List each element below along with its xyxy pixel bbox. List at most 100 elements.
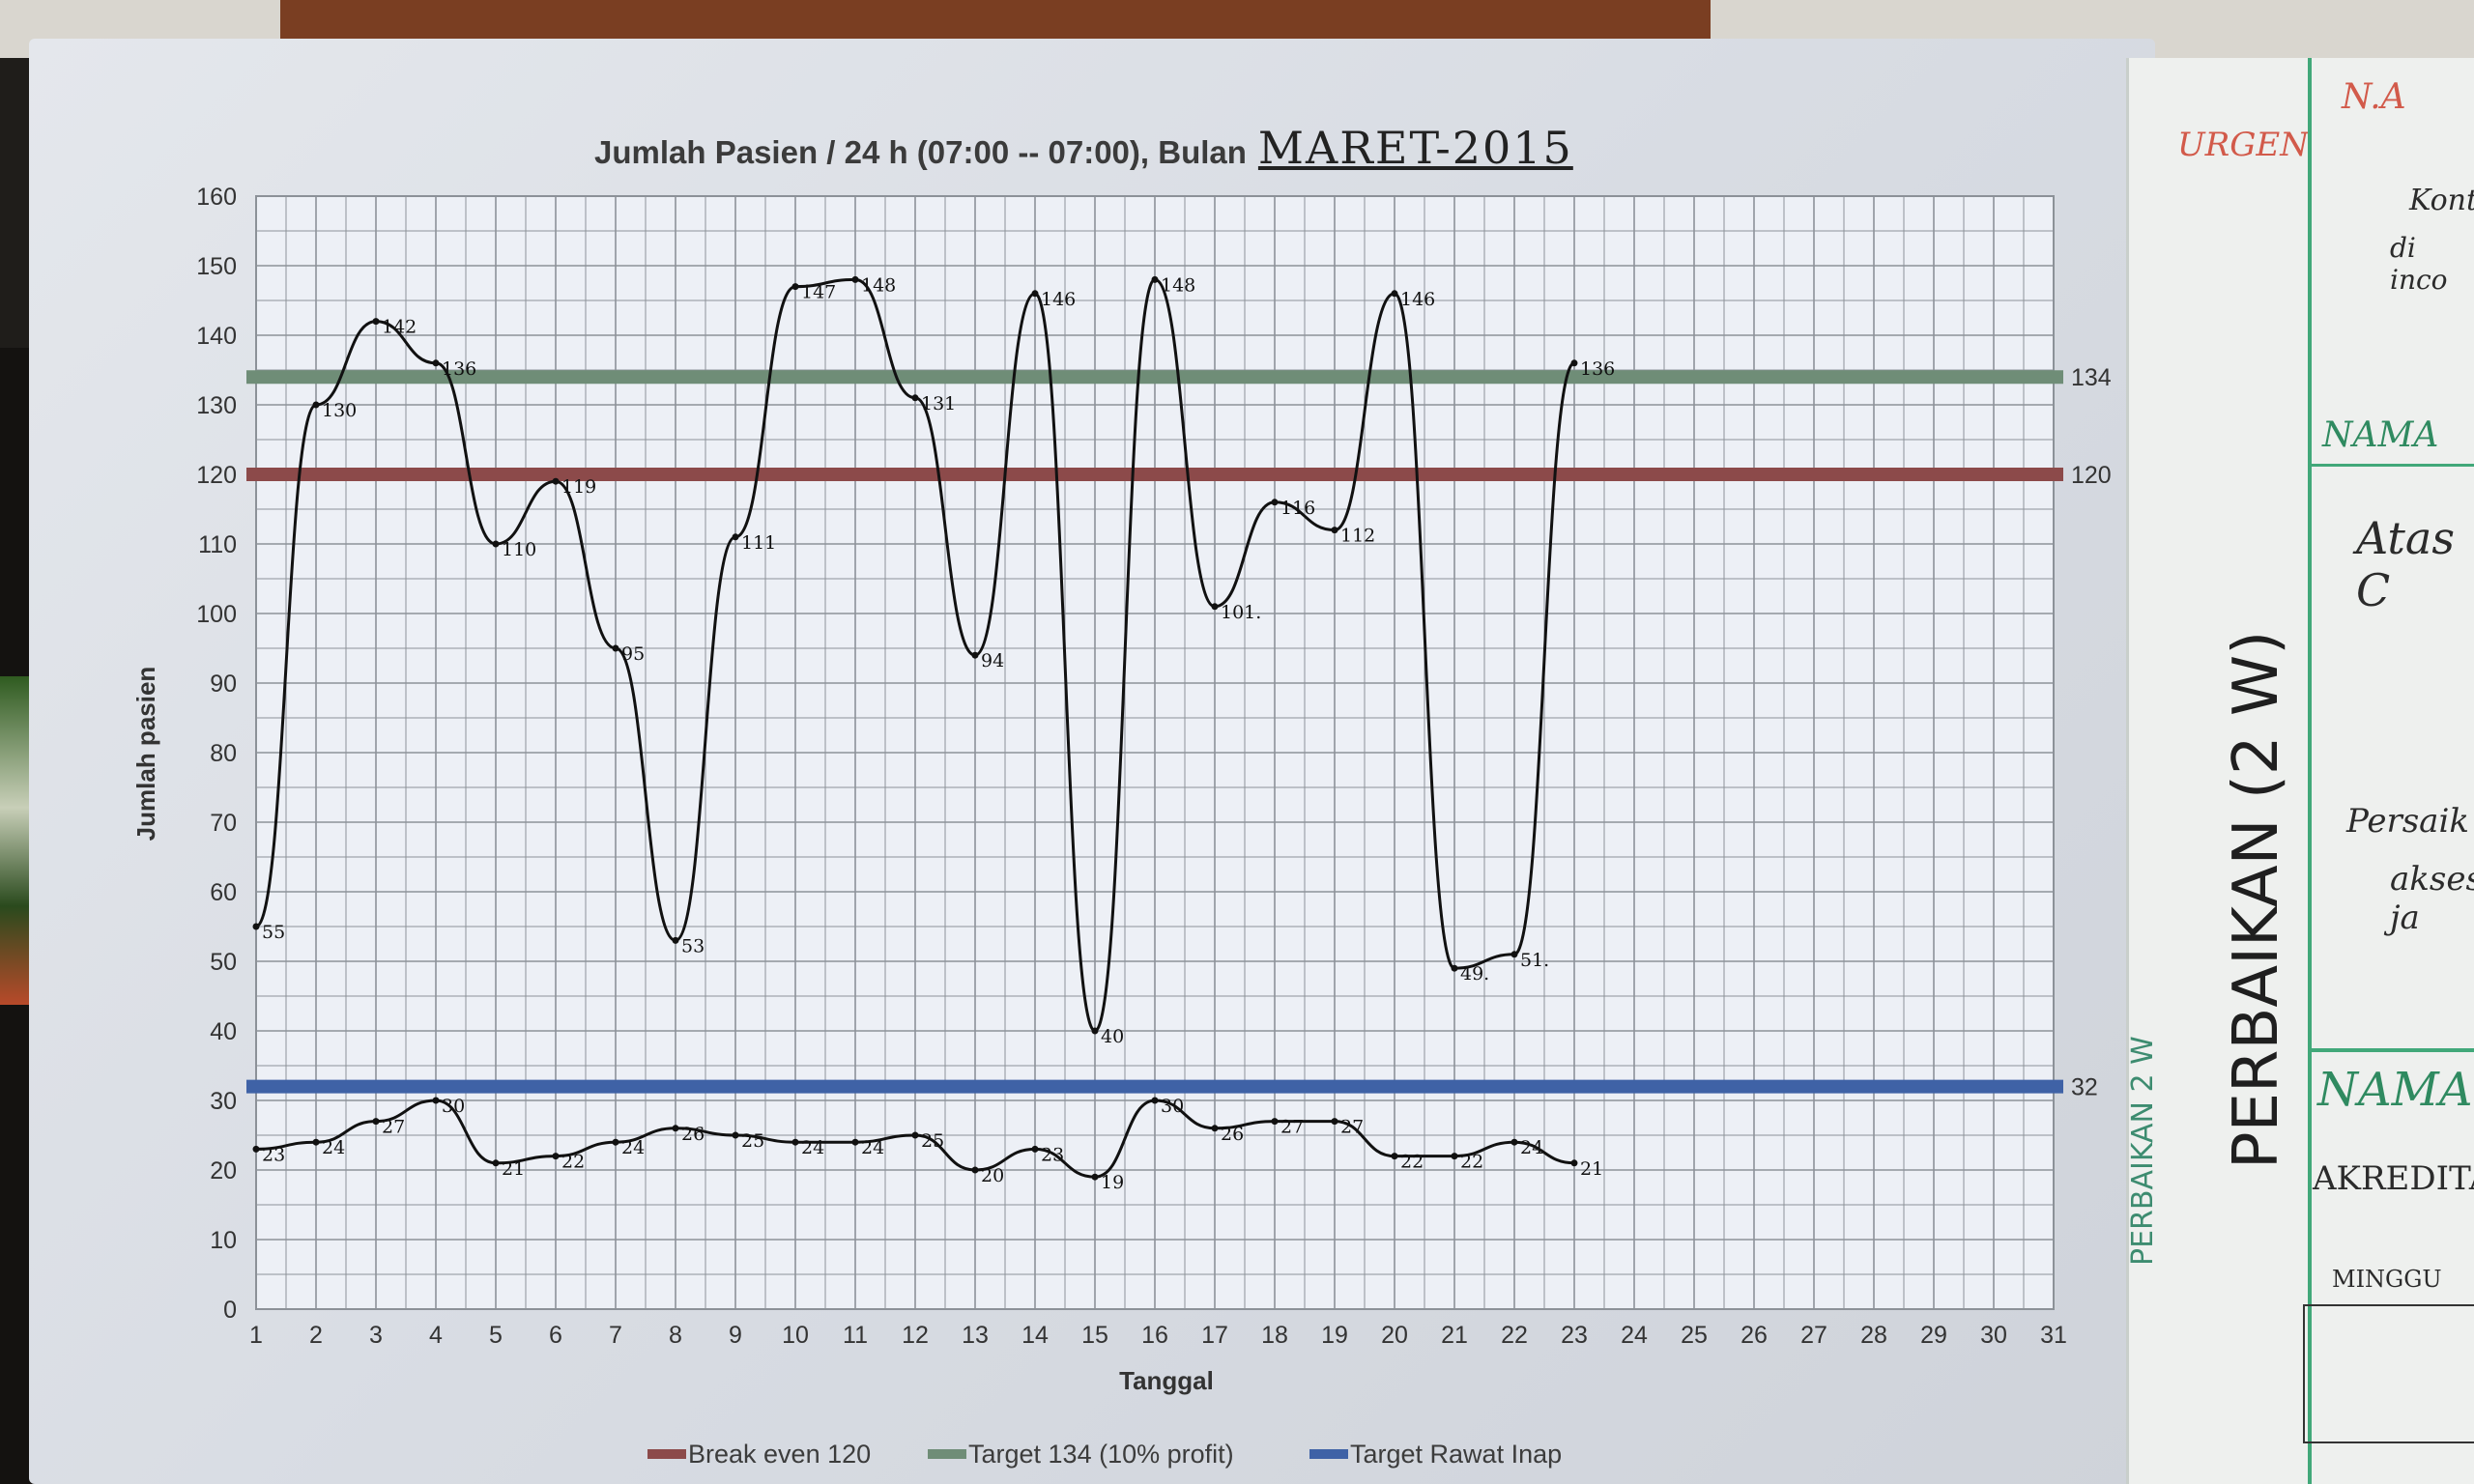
data-point-label: 136 xyxy=(442,358,476,380)
data-point-label: 110 xyxy=(502,539,536,560)
data-point xyxy=(1211,603,1219,611)
y-tick-label: 100 xyxy=(196,601,237,628)
data-point-label: 53 xyxy=(681,935,705,956)
data-point xyxy=(1570,1159,1578,1167)
x-tick-label: 13 xyxy=(962,1322,989,1349)
data-point-label: 19 xyxy=(1101,1172,1124,1193)
data-point xyxy=(612,1138,619,1146)
data-point xyxy=(552,1153,560,1160)
y-tick-label: 0 xyxy=(223,1297,237,1324)
data-point-label: 24 xyxy=(801,1137,824,1158)
wooden-door xyxy=(280,0,1711,39)
x-tick-label: 16 xyxy=(1141,1322,1168,1349)
y-tick-label: 130 xyxy=(196,392,237,419)
data-point xyxy=(1211,1125,1219,1132)
data-point xyxy=(971,651,979,659)
x-tick-label: 23 xyxy=(1561,1322,1588,1349)
x-tick-label: 26 xyxy=(1740,1322,1768,1349)
data-point-label: 25 xyxy=(921,1130,944,1152)
data-point-label: 148 xyxy=(1161,274,1195,296)
nama-header-2: NAMA xyxy=(2317,1063,2473,1117)
data-point xyxy=(492,540,500,548)
x-tick-label: 17 xyxy=(1201,1322,1228,1349)
legend-label: Target Rawat Inap xyxy=(1350,1440,1562,1469)
data-point-label: 94 xyxy=(981,650,1004,671)
data-point-label: 130 xyxy=(322,400,357,421)
x-tick-label: 4 xyxy=(429,1322,443,1349)
axis-ticks: 0102030405060708090100110120130140150160… xyxy=(196,184,2067,1349)
data-point-label: 116 xyxy=(1280,498,1315,519)
y-tick-label: 60 xyxy=(210,879,237,906)
urgent-text: URGEN xyxy=(2177,126,2309,164)
x-tick-label: 31 xyxy=(2040,1322,2067,1349)
chart-title-text: Jumlah Pasien / 24 h (07:00 -- 07:00), B… xyxy=(594,134,1247,170)
y-tick-label: 80 xyxy=(210,740,237,767)
data-point xyxy=(1510,1138,1518,1146)
y-tick-label: 160 xyxy=(196,184,237,211)
data-point-label: 22 xyxy=(1460,1152,1483,1173)
reference-line-label: 32 xyxy=(2071,1074,2098,1101)
data-point xyxy=(791,283,799,291)
data-point-label: 147 xyxy=(801,282,836,303)
data-point xyxy=(1331,1118,1338,1126)
data-point-label: 24 xyxy=(1520,1137,1543,1158)
series-line xyxy=(255,1099,1575,1179)
data-point xyxy=(1271,499,1279,506)
data-point xyxy=(1510,951,1518,958)
data-point xyxy=(1451,964,1458,972)
x-tick-label: 12 xyxy=(902,1322,929,1349)
data-series xyxy=(252,275,1578,1181)
side-inco-text: di inco xyxy=(2390,232,2448,296)
data-point xyxy=(1151,275,1159,283)
data-point xyxy=(1091,1173,1099,1181)
minggu-text: MINGGU xyxy=(2332,1266,2442,1293)
plant-decoration xyxy=(0,676,33,1005)
data-point xyxy=(1031,1145,1039,1153)
data-point xyxy=(312,1138,320,1146)
data-point xyxy=(1271,1118,1279,1126)
data-point-label: 51. xyxy=(1520,950,1549,971)
y-tick-label: 120 xyxy=(196,462,237,489)
legend-label: Break even 120 xyxy=(688,1440,871,1469)
data-point xyxy=(1391,290,1398,298)
x-tick-label: 8 xyxy=(669,1322,682,1349)
x-axis-title: Tanggal xyxy=(1119,1366,1214,1395)
data-point-label: 146 xyxy=(1041,289,1076,310)
data-point xyxy=(1031,290,1039,298)
data-point xyxy=(1451,1153,1458,1160)
x-tick-label: 14 xyxy=(1021,1322,1049,1349)
data-point-label: 25 xyxy=(741,1130,764,1152)
x-tick-label: 28 xyxy=(1860,1322,1887,1349)
y-tick-label: 50 xyxy=(210,949,237,976)
x-tick-label: 6 xyxy=(549,1322,562,1349)
x-tick-label: 3 xyxy=(369,1322,383,1349)
reference-line-label: 134 xyxy=(2071,364,2112,391)
y-tick-label: 10 xyxy=(210,1227,237,1254)
data-point xyxy=(1391,1153,1398,1160)
x-tick-label: 10 xyxy=(782,1322,809,1349)
data-point-label: 95 xyxy=(621,643,645,665)
data-point xyxy=(672,1125,679,1132)
data-point-label: 22 xyxy=(561,1152,585,1173)
data-point-label: 21 xyxy=(502,1158,525,1180)
legend-label: Target 134 (10% profit) xyxy=(968,1440,1234,1469)
data-point-label: 55 xyxy=(262,922,285,943)
data-point xyxy=(432,359,440,367)
data-point xyxy=(1570,359,1578,367)
side-whiteboard: URGEN N.A Konto di inco NAMA Atas C Pers… xyxy=(2126,58,2474,1484)
data-point xyxy=(552,477,560,485)
data-point xyxy=(1331,527,1338,534)
side-green-divider xyxy=(2308,58,2312,1484)
side-green-rule-2 xyxy=(2308,1048,2474,1052)
data-point xyxy=(432,1097,440,1104)
akreditas-text: AKREDITAS xyxy=(2313,1159,2474,1198)
side-table xyxy=(2303,1304,2474,1443)
akses-text: akses ja xyxy=(2390,860,2474,937)
data-point-label: 30 xyxy=(442,1096,465,1117)
x-tick-label: 2 xyxy=(309,1322,323,1349)
x-tick-label: 19 xyxy=(1321,1322,1348,1349)
x-tick-label: 11 xyxy=(843,1322,868,1349)
x-tick-label: 30 xyxy=(1980,1322,2007,1349)
side-top-text: N.A xyxy=(2342,77,2406,117)
